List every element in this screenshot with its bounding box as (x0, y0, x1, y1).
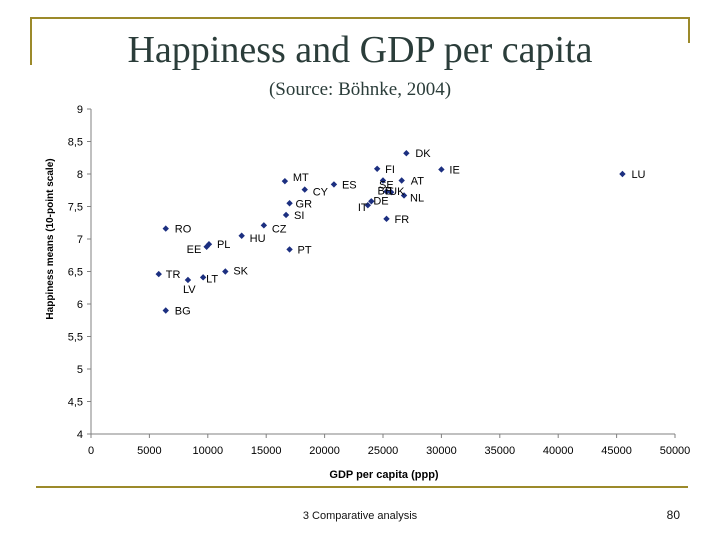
left-accent-line (30, 17, 32, 65)
y-tick-label: 5 (77, 364, 83, 376)
y-tick-label: 7,5 (68, 202, 83, 214)
x-tick-label: 50000 (660, 445, 691, 457)
point-label-pl: PL (217, 239, 230, 251)
slide-title: Happiness and GDP per capita (127, 29, 593, 71)
data-point-it (364, 202, 372, 209)
y-tick-label: 7 (77, 234, 83, 246)
data-point-ro (162, 225, 169, 232)
data-point-pt (286, 246, 293, 253)
data-point-at (398, 177, 405, 184)
point-label-nl: NL (410, 192, 424, 204)
data-point-cz (260, 222, 268, 229)
point-label-cy: CY (313, 187, 329, 199)
x-axis-label: GDP per capita (ppp) (329, 469, 439, 481)
footer-section-label: 3 Comparative analysis (302, 510, 418, 522)
point-label-gr: GR (296, 198, 313, 210)
point-label-sk: SK (233, 266, 248, 278)
x-tick-label: 25000 (368, 445, 399, 457)
point-label-dk: DK (415, 148, 431, 160)
point-label-se: SE (379, 180, 394, 192)
data-point-fr (383, 215, 390, 223)
point-label-cz: CZ (272, 223, 287, 235)
y-tick-label: 9 (77, 104, 83, 116)
point-label-es: ES (342, 179, 357, 191)
y-tick-labels: 4 4,5 5 5,5 6 6,5 7 7,5 8 8,5 9 (68, 104, 83, 441)
point-label-mt: MT (293, 172, 309, 184)
data-point-mt (281, 177, 289, 185)
y-axis-label: Happiness means (10-point scale) (45, 158, 56, 319)
point-label-at: AT (411, 176, 425, 188)
data-point-sk (222, 268, 229, 275)
x-tick-label: 15000 (251, 445, 282, 457)
x-tick-label: 40000 (543, 445, 574, 457)
data-point-lt (199, 274, 207, 281)
data-point-be (383, 188, 390, 195)
point-label-hu: HU (250, 233, 266, 245)
point-label-lv: LV (183, 284, 196, 296)
data-point-lu (619, 170, 626, 178)
point-label-ie: IE (449, 164, 459, 176)
slide-subtitle: (Source: Böhnke, 2004) (268, 79, 452, 100)
data-point-hu (238, 232, 245, 239)
y-tick-label: 5,5 (68, 332, 83, 344)
x-tick-label: 35000 (485, 445, 516, 457)
x-tick-label: 5000 (137, 445, 161, 457)
data-point-lv (184, 276, 192, 284)
x-tick-label: 10000 (193, 445, 224, 457)
chart-axes (87, 108, 676, 438)
point-label-be: BE (378, 186, 393, 198)
x-tick-label: 45000 (601, 445, 632, 457)
x-tick-label: 20000 (309, 445, 340, 457)
data-point-uk (387, 189, 395, 196)
y-tick-label: 6 (77, 299, 83, 311)
point-label-lt: LT (206, 273, 218, 285)
y-tick-label: 8 (77, 169, 83, 181)
top-accent-line (30, 17, 690, 19)
point-label-pt: PT (298, 244, 312, 256)
data-point-bg (162, 307, 169, 314)
bottom-accent-line (36, 486, 688, 488)
data-point-es (330, 181, 338, 188)
data-point-nl (400, 192, 408, 199)
point-label-bg: BG (175, 306, 191, 318)
y-tick-label: 4 (77, 429, 83, 441)
data-point-fi (373, 165, 381, 172)
data-point-gr (286, 200, 293, 207)
data-point-dk (403, 150, 410, 157)
data-point-se (379, 177, 387, 184)
data-point-ee (203, 243, 210, 250)
data-point-ie (438, 166, 445, 173)
data-points (155, 150, 626, 314)
point-label-fi: FI (385, 164, 395, 176)
y-tick-label: 8,5 (68, 137, 83, 149)
x-tick-label: 0 (88, 445, 94, 457)
x-tick-labels: 0 5000 10000 15000 20000 25000 30000 35000 40000… (88, 445, 690, 457)
x-tick-label: 30000 (426, 445, 457, 457)
point-label-tr: TR (166, 269, 181, 281)
point-label-it: IT (358, 202, 368, 214)
data-point-si (282, 211, 290, 219)
y-tick-label: 6,5 (68, 267, 83, 279)
y-tick-label: 4,5 (68, 397, 83, 409)
right-accent-line (688, 17, 690, 43)
data-point-cy (301, 186, 308, 193)
point-label-uk: UK (389, 186, 405, 198)
page-number: 80 (666, 508, 680, 522)
data-point-tr (155, 270, 162, 278)
point-label-si: SI (294, 210, 304, 222)
point-label-de: DE (373, 195, 388, 207)
point-label-ee: EE (187, 244, 202, 256)
point-label-ro: RO (175, 224, 192, 236)
point-label-fr: FR (395, 214, 410, 226)
data-point-de (368, 198, 375, 205)
point-label-lu: LU (631, 169, 645, 181)
